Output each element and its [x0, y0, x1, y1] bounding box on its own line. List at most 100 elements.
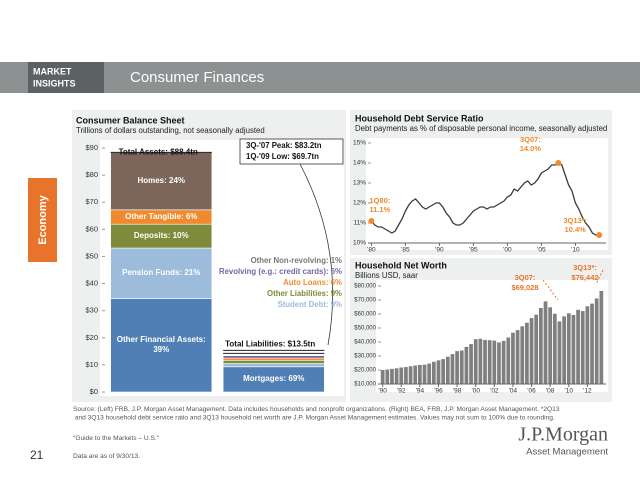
bar — [455, 351, 459, 384]
x-tick-label: '12 — [583, 388, 592, 395]
x-tick-label: '98 — [453, 388, 462, 395]
x-tick-label: '10 — [565, 388, 574, 395]
bar — [399, 367, 404, 384]
x-tick-label: '10 — [571, 247, 580, 254]
point-annotation: 3Q07: — [520, 135, 541, 144]
annotation-leader — [595, 269, 604, 285]
segment-label: Other Financial Assets: 39% — [116, 335, 206, 355]
header-title: Consumer Finances — [130, 69, 264, 86]
badge-line: MARKET — [33, 66, 72, 76]
date-note: Data are as of 9/30/13. — [73, 453, 140, 460]
chart-subtitle: Billions USD, saar — [355, 271, 418, 280]
point-annotation: 11.1% — [369, 205, 390, 214]
x-tick-label: '06 — [527, 388, 536, 395]
bar-annotation: $76,442 — [571, 273, 598, 282]
x-tick-label: '90 — [378, 388, 387, 395]
segment-label: Pension Funds: 21% — [122, 268, 201, 278]
segment-label: Mortgages: 69% — [243, 374, 305, 384]
chart-subtitle: Debt payments as % of disposable persona… — [355, 124, 607, 133]
y-tick-label: $50 — [85, 251, 98, 260]
bar — [525, 322, 529, 384]
segment-label: Other Non-revolving: 1% — [251, 256, 342, 265]
header-badge — [28, 62, 104, 93]
bar — [599, 290, 604, 384]
x-tick-label: '92 — [397, 388, 406, 395]
segment-label: Other Liabilities: 9% — [267, 289, 342, 298]
segment-label: Homes: 24% — [137, 176, 186, 186]
bar — [459, 350, 464, 384]
callout-text: 3Q-'07 Peak: $83.2tn — [246, 141, 322, 150]
bar — [404, 367, 408, 384]
bar — [497, 342, 501, 384]
bar — [487, 340, 492, 384]
logo: J.P.Morgan — [518, 424, 608, 446]
x-tick-label: '00 — [503, 247, 512, 254]
bar — [441, 359, 446, 384]
x-tick-label: '96 — [434, 388, 443, 395]
y-tick-label: $50,000 — [354, 326, 376, 332]
bar — [571, 314, 576, 384]
page-number: 21 — [30, 448, 44, 462]
segment-label-box: Other Financial Assets: 39% — [116, 335, 206, 355]
bar-annotation: 3Q07: — [515, 273, 536, 282]
bar — [590, 303, 594, 384]
bar — [394, 368, 399, 384]
segment-label-box: Deposits: 10% — [133, 231, 189, 241]
bar — [431, 361, 436, 384]
chart-title: Consumer Balance Sheet — [76, 115, 185, 125]
bar — [566, 313, 571, 384]
segment-label-box: Mortgages: 69% — [243, 374, 305, 384]
segment-label: Student Debt: 9% — [277, 300, 342, 309]
y-tick-label: 11% — [353, 220, 366, 227]
y-tick-label: $60 — [85, 224, 98, 233]
header-band — [0, 62, 640, 93]
bar — [464, 346, 469, 384]
badge-line: INSIGHTS — [33, 78, 76, 88]
bar — [483, 339, 487, 384]
y-tick-label: $20 — [85, 333, 98, 342]
line — [370, 162, 600, 236]
y-tick-label: $70,000 — [354, 298, 376, 304]
point-marker — [368, 218, 375, 224]
guide-note: "Guide to the Markets – U.S." — [73, 435, 160, 442]
bar-segment — [222, 363, 325, 368]
y-tick-label: $80 — [85, 170, 98, 179]
bar — [418, 364, 422, 384]
y-tick-label: $60,000 — [354, 312, 376, 318]
bar — [511, 332, 515, 384]
x-tick-label: '85 — [401, 247, 410, 254]
section-tab-label: Economy — [37, 194, 49, 244]
logo-sub: Asset Management — [526, 447, 608, 458]
bar — [520, 326, 525, 384]
bar — [515, 330, 520, 384]
segment-label-box: Other Tangible: 6% — [125, 212, 197, 221]
x-tick-label: '90 — [435, 247, 444, 254]
segment-label: Revolving (e.g.: credit cards): 6% — [219, 267, 342, 276]
segment-label: Deposits: 10% — [133, 231, 189, 241]
segment-label-box: Pension Funds: 21% — [122, 268, 201, 278]
y-tick-label: 15% — [353, 140, 366, 147]
y-tick-label: $90 — [85, 143, 98, 152]
bar — [548, 307, 553, 384]
bar-segment — [222, 359, 325, 364]
point-marker — [555, 160, 562, 166]
x-tick-label: '08 — [546, 388, 555, 395]
bar-annotation: 3Q13*: — [573, 263, 597, 272]
bar — [408, 366, 413, 384]
point-annotation: 14.0% — [520, 144, 542, 153]
bar — [478, 338, 483, 384]
bar-segment — [110, 247, 213, 299]
callout-arrow — [299, 163, 334, 346]
total-label: Total Assets: $88.4tn — [119, 147, 198, 156]
bar — [534, 314, 539, 384]
bar — [501, 340, 506, 384]
bar-segment — [110, 298, 213, 393]
y-tick-label: 13% — [353, 180, 366, 187]
bar — [557, 321, 562, 384]
bar — [543, 301, 548, 384]
chart-title: Household Debt Service Ratio — [355, 113, 484, 123]
chart-title: Household Net Worth — [355, 260, 447, 270]
bar — [422, 364, 427, 384]
y-tick-label: 12% — [353, 200, 366, 207]
